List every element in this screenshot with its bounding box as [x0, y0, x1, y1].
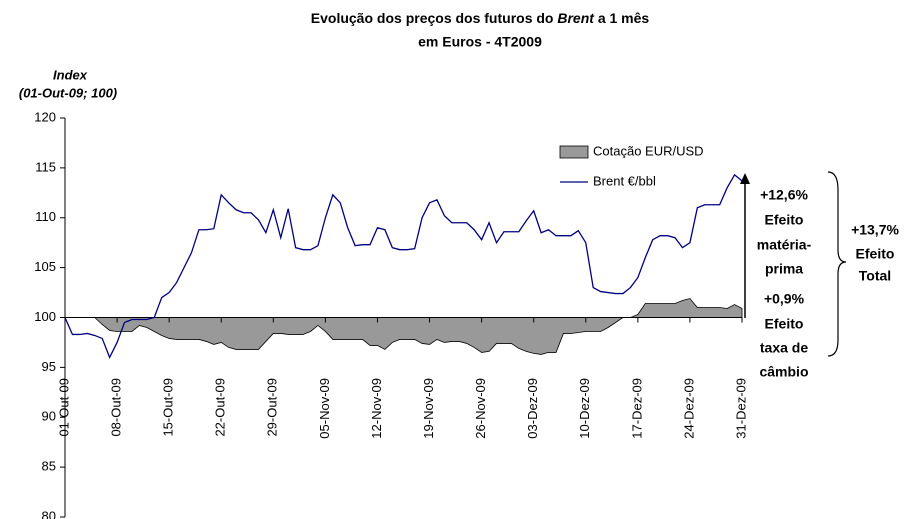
x-tick-label: 17-Dez-09 — [629, 378, 644, 439]
legend-label: Brent €/bbl — [593, 173, 656, 188]
y-tick-label: 105 — [34, 259, 56, 274]
x-tick-label: 19-Nov-09 — [421, 378, 436, 439]
y-tick-label: 90 — [42, 409, 56, 424]
x-tick-label: 03-Dez-09 — [525, 378, 540, 439]
annotation: +13,7% — [851, 222, 899, 238]
legend-label: Cotação EUR/USD — [593, 143, 704, 158]
annotation: +12,6% — [760, 187, 808, 203]
chart-subtitle: em Euros - 4T2009 — [418, 34, 542, 50]
x-tick-label: 22-Out-09 — [213, 378, 228, 437]
chart-title: Evolução dos preços dos futuros do Brent… — [311, 10, 650, 26]
y-tick-label: 110 — [35, 209, 56, 224]
annotation: matéria- — [757, 237, 812, 253]
annotation: +0,9% — [764, 291, 805, 307]
annotation: Efeito — [765, 316, 804, 332]
y-tick-label: 100 — [34, 309, 56, 324]
area — [65, 298, 743, 355]
x-tick-label: 29-Out-09 — [265, 378, 280, 437]
annotation: prima — [765, 261, 803, 277]
x-tick-label: 10-Dez-09 — [577, 378, 592, 439]
y-label: (01-Out-09; 100) — [19, 85, 117, 100]
annotation: Total — [859, 268, 891, 284]
arrow-head — [740, 173, 750, 184]
line — [64, 173, 743, 360]
y-tick-label: 85 — [42, 459, 56, 474]
annotation: taxa de — [760, 340, 808, 356]
legend-swatch — [559, 145, 589, 159]
y-tick-label: 115 — [35, 159, 56, 174]
x-tick-label: 15-Out-09 — [161, 378, 176, 437]
y-label: Index — [53, 67, 88, 82]
brace — [827, 171, 847, 357]
annotation: câmbio — [759, 364, 808, 380]
x-tick-label: 31-Dez-09 — [733, 378, 748, 439]
x-tick-label: 01-Out-09 — [56, 378, 71, 437]
x-tick-label: 05-Nov-09 — [317, 378, 332, 439]
y-tick-label: 80 — [42, 508, 56, 519]
x-tick-label: 24-Dez-09 — [681, 378, 696, 439]
y-tick-label: 95 — [42, 359, 56, 374]
annotation: Efeito — [765, 212, 804, 228]
x-tick-label: 26-Nov-09 — [473, 378, 488, 439]
x-tick-label: 08-Out-09 — [109, 378, 124, 437]
x-tick-label: 12-Nov-09 — [369, 378, 384, 439]
y-tick-label: 120 — [34, 109, 56, 124]
annotation: Efeito — [856, 246, 895, 262]
